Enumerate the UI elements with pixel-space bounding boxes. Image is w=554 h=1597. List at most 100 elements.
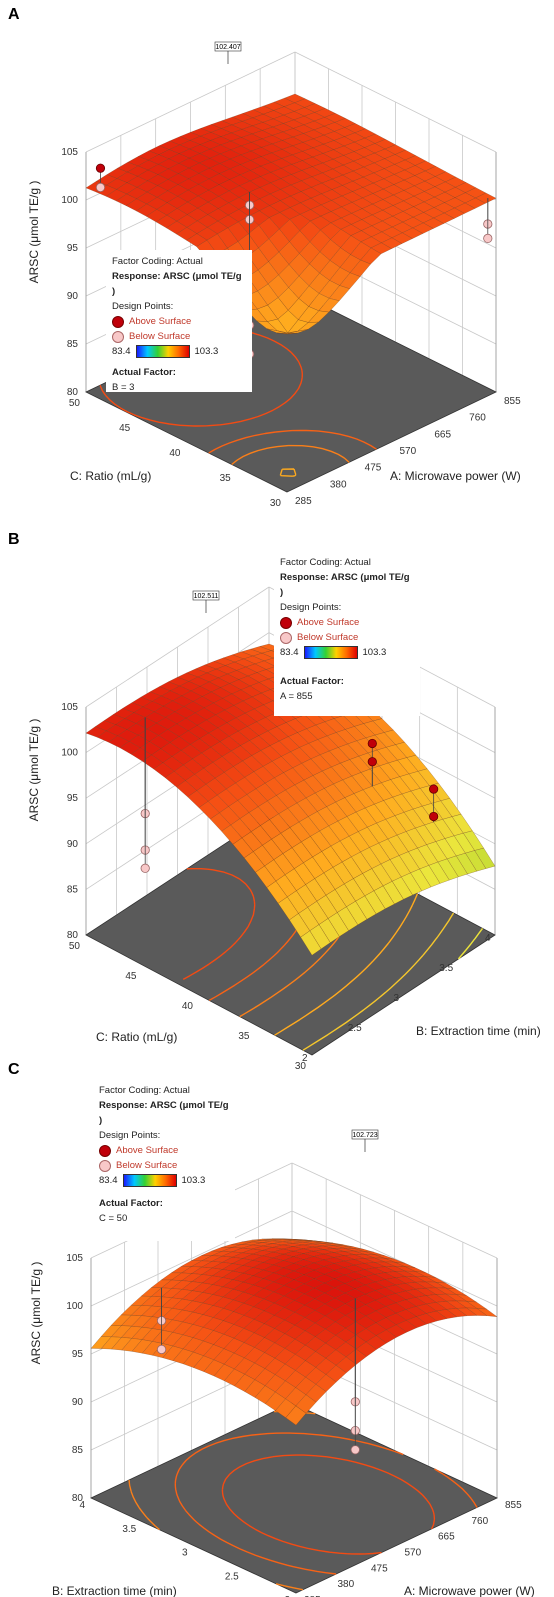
legend-design-points: Design Points:	[99, 1128, 229, 1143]
legend-below: Below Surface	[129, 329, 190, 344]
scale-max: 103.3	[182, 1173, 206, 1188]
design-point-below	[484, 234, 492, 242]
scale-max: 103.3	[195, 344, 219, 359]
design-point-above	[429, 785, 437, 793]
z-tick-label: 100	[61, 748, 78, 759]
design-point-below	[96, 183, 104, 191]
surface-plot-a: 80 85 90 95 100 105 285 380 475 570 665 760 855 30 35 4…	[0, 0, 554, 520]
design-point-above	[368, 739, 376, 747]
max-callout-value: 102.407	[215, 44, 240, 51]
surface-plot-c: 80 85 90 95 100 105 285 380 475 570 665 760 855 2 2.5 3…	[0, 1055, 554, 1597]
max-callout-value: 102.723	[352, 1132, 377, 1139]
legend-coding: Factor Coding: Actual	[99, 1083, 229, 1098]
color-scale-bar	[123, 1174, 177, 1187]
scale-max: 103.3	[363, 645, 387, 660]
legend-response: Response: ARSC (μmol TE/g )	[112, 269, 246, 299]
legend-below: Below Surface	[116, 1158, 177, 1173]
legend-above: Above Surface	[297, 615, 359, 630]
legend-actual-factor: Actual Factor:	[112, 365, 246, 380]
legend-response: Response: ARSC (μmol TE/g )	[99, 1098, 229, 1128]
z-tick-label: 100	[66, 1301, 83, 1312]
legend-coding: Factor Coding: Actual	[280, 555, 414, 570]
z-axis-label: ARSC (μmol TE/g )	[27, 181, 41, 284]
z-axis-label: ARSC (μmol TE/g )	[27, 719, 41, 822]
y-axis-label: B: Extraction time (min)	[52, 1584, 177, 1597]
y-axis-label: C: Ratio (mL/g)	[96, 1030, 177, 1044]
z-tick-label: 105	[66, 1253, 83, 1264]
x-tick-label: 855	[505, 1500, 522, 1511]
z-tick-label: 85	[72, 1445, 84, 1456]
z-tick-label: 105	[61, 147, 78, 158]
y-tick-label: 35	[238, 1031, 250, 1042]
z-tick-label: 105	[61, 702, 78, 713]
x-tick-label: 475	[365, 463, 382, 474]
x-axis-label: A: Microwave power (W)	[390, 469, 521, 483]
legend-below: Below Surface	[297, 630, 358, 645]
z-tick-label: 80	[67, 930, 79, 941]
x-tick-label: 380	[338, 1579, 355, 1590]
legend-above: Above Surface	[116, 1143, 178, 1158]
x-tick-label: 760	[472, 1516, 489, 1527]
y-tick-label: 45	[119, 423, 131, 434]
panel-c: C 80 85 90 95 100 105 285 380 475 570 665 760 855 2 2.…	[0, 1055, 554, 1597]
z-tick-label: 90	[72, 1397, 84, 1408]
legend-actual-factor: Actual Factor:	[99, 1196, 229, 1211]
panel-a: A 80 85 90 95 100 105 285 380 475 570 665 760 855 30 3…	[0, 0, 554, 520]
x-axis-label: B: Extraction time (min)	[416, 1024, 541, 1038]
below-surface-marker	[99, 1160, 111, 1172]
z-tick-label: 100	[61, 195, 78, 206]
z-tick-label: 95	[67, 793, 79, 804]
legend: Factor Coding: Actual Response: ARSC (μm…	[93, 1079, 235, 1241]
y-axis-label: C: Ratio (mL/g)	[70, 469, 151, 483]
legend: Factor Coding: Actual Response: ARSC (μm…	[106, 250, 252, 392]
z-axis-label: ARSC (μmol TE/g )	[29, 1262, 43, 1365]
z-tick-label: 90	[67, 839, 79, 850]
legend-design-points: Design Points:	[280, 600, 414, 615]
x-tick-label: 285	[295, 496, 312, 507]
z-tick-label: 80	[67, 387, 79, 398]
x-tick-label: 570	[400, 446, 417, 457]
z-tick-label: 95	[72, 1349, 84, 1360]
above-surface-marker	[112, 316, 124, 328]
z-tick-label: 95	[67, 243, 79, 254]
y-tick-label: 4	[79, 1500, 85, 1511]
floor-plane	[91, 1403, 497, 1593]
y-tick-label: 40	[182, 1001, 194, 1012]
scale-min: 83.4	[280, 645, 299, 660]
x-axis-label: A: Microwave power (W)	[404, 1584, 535, 1597]
x-tick-label: 665	[438, 1532, 455, 1543]
x-tick-label: 4	[485, 933, 491, 944]
design-point-above	[96, 164, 104, 172]
x-tick-label: 760	[469, 413, 486, 424]
x-tick-label: 3.5	[439, 963, 453, 974]
color-scale-bar	[136, 345, 190, 358]
below-surface-marker	[112, 331, 124, 343]
legend-design-points: Design Points:	[112, 299, 246, 314]
panel-b: B 80 85 90 95 100 105 2 2.5 3 3.5 4 30 35 40 45 50 ARSC …	[0, 525, 554, 1050]
max-callout-value: 102.511	[194, 593, 219, 600]
design-point-above	[429, 812, 437, 820]
y-tick-label: 3.5	[122, 1524, 136, 1535]
legend-factor-value: A = 855	[280, 689, 414, 704]
design-point-below	[157, 1345, 165, 1353]
x-tick-label: 665	[434, 429, 451, 440]
z-tick-label: 85	[67, 884, 79, 895]
legend-factor-value: B = 3	[112, 380, 246, 395]
y-tick-label: 50	[69, 398, 81, 409]
y-tick-label: 2.5	[225, 1571, 239, 1582]
legend-factor-value: C = 50	[99, 1211, 229, 1226]
legend-actual-factor: Actual Factor:	[280, 674, 414, 689]
scale-min: 83.4	[112, 344, 131, 359]
legend-above: Above Surface	[129, 314, 191, 329]
color-scale-bar	[304, 646, 358, 659]
x-tick-label: 475	[371, 1563, 388, 1574]
design-point-below	[351, 1446, 359, 1454]
legend-response: Response: ARSC (μmol TE/g )	[280, 570, 414, 600]
design-point-above	[368, 758, 376, 766]
x-tick-label: 380	[330, 479, 347, 490]
x-tick-label: 570	[405, 1548, 422, 1559]
design-point-below	[141, 864, 149, 872]
legend: Factor Coding: Actual Response: ARSC (μm…	[274, 551, 420, 716]
z-tick-label: 90	[67, 291, 79, 302]
above-surface-marker	[99, 1145, 111, 1157]
